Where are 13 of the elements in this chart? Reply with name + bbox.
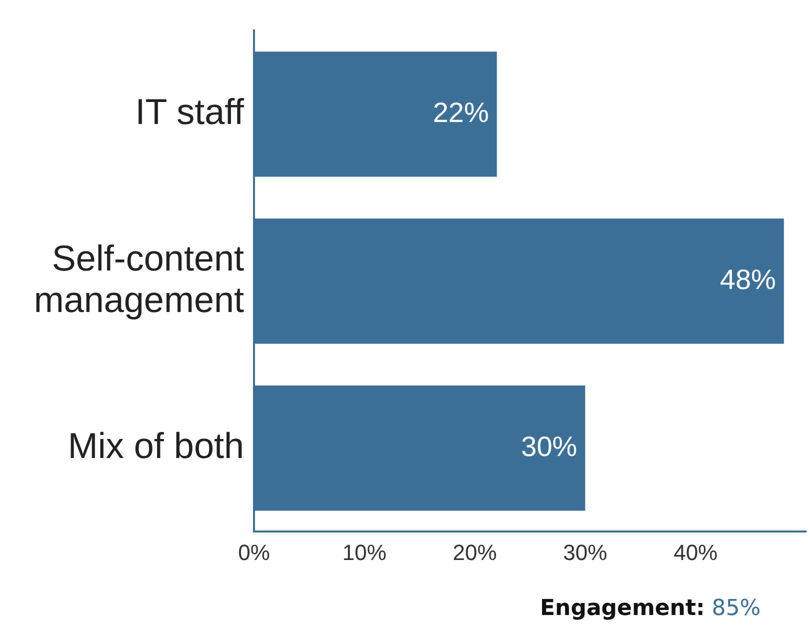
x-tick-label: 20% [452, 540, 497, 565]
text: 85% [710, 596, 761, 621]
text: Engagement: [540, 596, 705, 621]
data-label: 30% [521, 430, 578, 462]
y-tick-label: Mix of both [68, 425, 244, 466]
x-tick-label: 10% [342, 540, 386, 565]
x-tick-label: 40% [674, 540, 718, 565]
y-tick-label: Self-content management [34, 237, 244, 320]
y-tick-label: IT staff [135, 91, 245, 132]
data-label: 48% [720, 264, 776, 295]
x-tick-label: 0% [238, 540, 270, 565]
data-label: 22% [432, 96, 489, 128]
x-tick-label: 30% [563, 540, 608, 565]
